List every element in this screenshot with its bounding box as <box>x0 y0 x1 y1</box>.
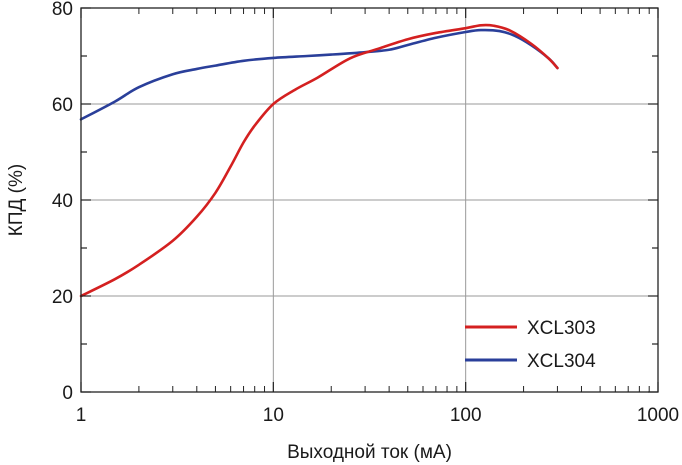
y-tick-label: 0 <box>62 383 73 404</box>
y-tick-label: 80 <box>52 0 73 20</box>
grid-lines <box>81 8 658 392</box>
legend-label-xcl304: XCL304 <box>527 351 596 372</box>
series-line-xcl304 <box>79 28 559 121</box>
y-tick-label: 20 <box>52 287 73 308</box>
legend-label-xcl303: XCL303 <box>527 318 596 339</box>
y-axis-label: КПД (%) <box>6 164 27 236</box>
y-tick-label: 60 <box>52 95 73 116</box>
tick-marks <box>80 7 659 393</box>
y-tick-labels: 0 20 40 60 80 <box>52 0 73 404</box>
legend: XCL303 XCL304 <box>465 318 596 372</box>
x-tick-label: 100 <box>450 405 482 426</box>
x-tick-label: 1 <box>76 405 87 426</box>
x-tick-labels: 1 10 100 1000 <box>76 405 679 426</box>
series-line-xcl303 <box>79 23 559 298</box>
x-tick-label: 10 <box>263 405 284 426</box>
y-tick-label: 40 <box>52 191 73 212</box>
series-lines <box>79 23 559 298</box>
x-axis-label: Выходной ток (мА) <box>287 442 452 463</box>
x-tick-label: 1000 <box>637 405 679 426</box>
